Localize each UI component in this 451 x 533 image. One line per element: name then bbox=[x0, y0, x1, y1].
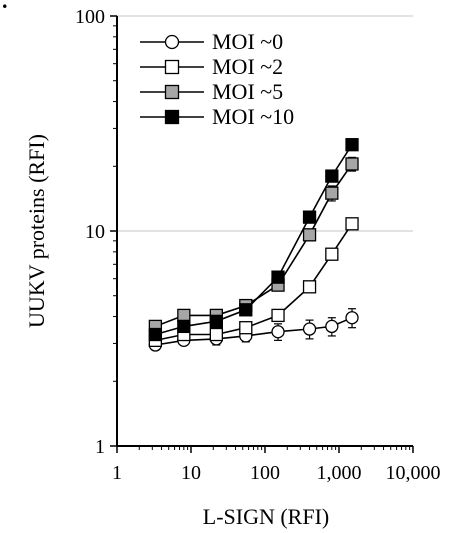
gridlines bbox=[117, 15, 413, 232]
legend-marker bbox=[164, 84, 180, 100]
series-layer bbox=[148, 138, 359, 352]
y-tick-label: 100 bbox=[75, 6, 105, 28]
data-point bbox=[302, 210, 317, 224]
data-point bbox=[325, 319, 339, 334]
legend-marker bbox=[164, 59, 180, 75]
data-point bbox=[345, 217, 359, 231]
x-tick-label: 1,000 bbox=[317, 462, 362, 484]
legend-label: MOI ~5 bbox=[212, 79, 283, 104]
y-tick-label: 1 bbox=[95, 436, 105, 458]
y-tick-label: 10 bbox=[85, 221, 105, 243]
x-tick-label: 100 bbox=[250, 462, 280, 484]
data-point bbox=[345, 311, 359, 325]
data-point bbox=[271, 308, 285, 323]
data-point bbox=[177, 308, 191, 323]
legend-item-0: MOI ~0 bbox=[140, 29, 283, 54]
data-point bbox=[271, 325, 285, 339]
data-point bbox=[239, 303, 253, 317]
data-point bbox=[345, 157, 359, 171]
legend-item-2: MOI ~5 bbox=[140, 79, 283, 104]
data-point bbox=[177, 319, 191, 334]
ticks: 1 10 100 1,000 10,000 1 10 100 bbox=[75, 6, 441, 484]
legend-marker bbox=[164, 34, 180, 50]
data-point bbox=[209, 327, 223, 342]
legend-label: MOI ~0 bbox=[212, 29, 283, 54]
data-point bbox=[209, 314, 223, 328]
series-3 bbox=[148, 138, 359, 342]
series-2 bbox=[148, 156, 359, 334]
series-line bbox=[155, 144, 353, 336]
data-point bbox=[239, 321, 253, 335]
y-axis-title: UUKV proteins (RFI) bbox=[24, 134, 49, 328]
x-tick-label: 10,000 bbox=[386, 462, 441, 484]
data-point bbox=[302, 322, 317, 336]
legend-label: MOI ~2 bbox=[212, 54, 283, 79]
legend-item-3: MOI ~10 bbox=[140, 104, 294, 129]
data-point bbox=[345, 138, 359, 152]
data-point bbox=[325, 247, 339, 261]
panel-mark: . bbox=[2, 0, 8, 13]
data-point bbox=[325, 169, 339, 183]
data-point bbox=[148, 327, 163, 342]
legend-item-1: MOI ~2 bbox=[140, 54, 283, 79]
data-point bbox=[271, 270, 285, 284]
legend-marker bbox=[164, 109, 180, 125]
x-tick-label: 10 bbox=[181, 462, 201, 484]
data-point bbox=[302, 280, 317, 294]
x-axis-title: L-SIGN (RFI) bbox=[203, 504, 330, 529]
data-point bbox=[325, 186, 339, 200]
x-tick-label: 1 bbox=[112, 462, 122, 484]
legend-label: MOI ~10 bbox=[212, 104, 294, 129]
data-point bbox=[302, 228, 317, 242]
